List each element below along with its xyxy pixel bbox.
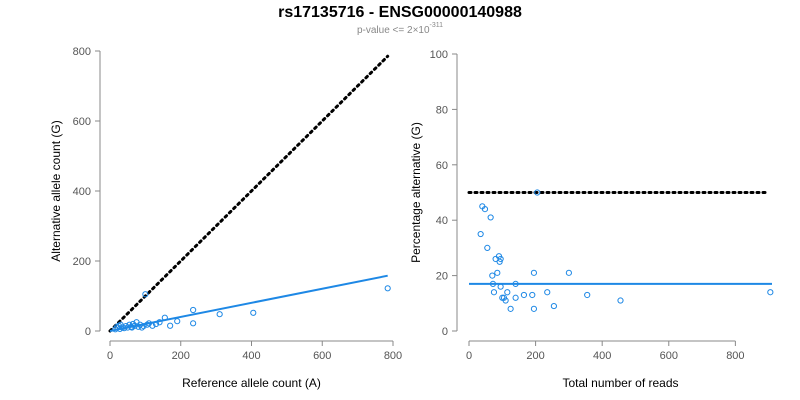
right-data-point [529, 291, 536, 299]
left-data-point [129, 320, 137, 328]
left-data-point [384, 285, 391, 292]
right-x-tick-label: 800 [726, 350, 744, 362]
left-data-point [116, 325, 124, 332]
left-data-point [167, 322, 174, 329]
right-data-point [550, 302, 558, 310]
right-data-point [489, 280, 497, 288]
right-y-tick-label: 20 [436, 271, 448, 283]
right-data-point [584, 291, 591, 299]
left-y-tick-label: 200 [73, 256, 91, 268]
right-data-point [512, 280, 519, 288]
right-data-point [530, 305, 538, 312]
left-data-point [138, 324, 145, 331]
right-x-tick-label: 400 [593, 350, 611, 362]
right-data-point [496, 258, 503, 265]
right-x-axis-title: Total number of reads [562, 376, 678, 390]
left-data-point [190, 320, 197, 327]
right-data-point [565, 269, 572, 276]
chart-subtitle: p-value <= 2×10-311 [0, 22, 800, 36]
left-x-tick-label: 400 [242, 350, 260, 362]
left-x-tick-label: 800 [384, 350, 402, 362]
right-data-point [530, 269, 538, 276]
right-y-tick-label: 80 [436, 104, 448, 116]
left-data-point [144, 321, 151, 328]
left-y-tick-label: 600 [73, 116, 91, 128]
left-y-axis-title: Alternative allele count (G) [49, 120, 63, 261]
left-data-point [250, 309, 257, 316]
right-data-point [504, 289, 511, 296]
right-data-point [617, 297, 624, 304]
right-data-point [494, 269, 501, 276]
left-y-tick-label: 0 [85, 326, 91, 338]
left-data-point [140, 323, 147, 330]
left-y-tick-label: 800 [73, 46, 91, 58]
left-x-tick-label: 600 [313, 350, 331, 362]
left-data-point [174, 318, 181, 325]
right-data-point [481, 206, 489, 213]
left-reference-line [108, 54, 390, 333]
right-data-point [497, 283, 504, 290]
right-data-point [544, 289, 551, 296]
right-data-point [512, 294, 519, 301]
left-x-axis-title: Reference allele count (A) [182, 376, 321, 390]
subtitle-exponent: -311 [429, 22, 444, 29]
right-data-point [534, 189, 541, 196]
left-y-tick-label: 400 [73, 186, 91, 198]
subtitle-text: p-value <= 2×10 [356, 25, 430, 36]
right-data-point [490, 289, 498, 296]
right-x-tick-label: 600 [660, 350, 678, 362]
right-y-tick-label: 40 [436, 215, 448, 227]
right-panel: 0 200 400 600 800 0 20 40 60 80 100 Total number of… [409, 49, 774, 390]
right-data-point [497, 255, 504, 263]
right-data-point [489, 272, 496, 279]
right-x-tick-label: 200 [526, 350, 544, 362]
left-x-tick-label: 0 [107, 350, 113, 362]
right-y-tick-label: 60 [436, 160, 448, 172]
right-data-point [484, 244, 491, 251]
left-data-point [216, 311, 223, 318]
right-y-axis-title: Percentage alternative (G) [409, 122, 423, 263]
right-data-point [477, 230, 484, 238]
right-data-point [520, 291, 528, 299]
right-y-tick-label: 0 [442, 326, 448, 338]
right-data-point [487, 214, 494, 221]
left-panel: 0 200 400 600 800 0 200 400 600 800 Reference alle… [49, 46, 402, 390]
left-x-tick-label: 200 [172, 350, 190, 362]
left-data-point [190, 306, 197, 314]
right-data-point [502, 297, 509, 304]
chart-title: rs17135716 - ENSG00000140988 [278, 4, 522, 21]
right-data-point [507, 305, 514, 312]
left-data-point [142, 291, 149, 298]
left-data-point [156, 319, 163, 326]
left-data-point [152, 320, 160, 328]
right-y-tick-label: 100 [430, 49, 448, 61]
left-data-point [161, 314, 168, 321]
left-data-point [128, 324, 136, 331]
right-data-point [767, 289, 774, 296]
right-x-tick-label: 0 [466, 350, 472, 362]
